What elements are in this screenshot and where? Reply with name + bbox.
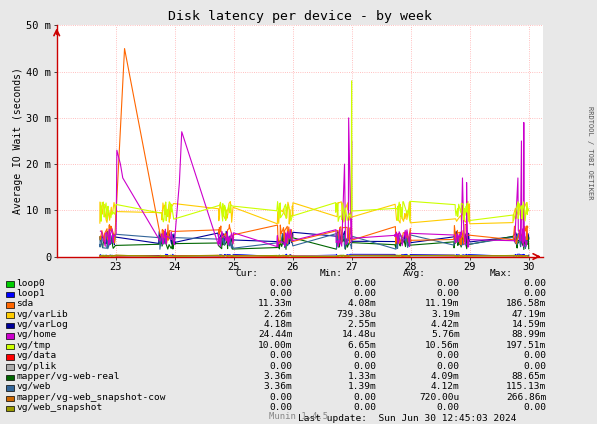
Text: 266.86m: 266.86m — [506, 393, 546, 402]
Text: 3.36m: 3.36m — [264, 372, 293, 381]
Text: vg/varLog: vg/varLog — [16, 320, 68, 329]
Text: 4.18m: 4.18m — [264, 320, 293, 329]
Text: 0.00: 0.00 — [523, 362, 546, 371]
Text: 739.38u: 739.38u — [336, 310, 376, 319]
Text: 6.65m: 6.65m — [347, 341, 376, 350]
Text: 0.00: 0.00 — [353, 351, 376, 360]
Text: 1.33m: 1.33m — [347, 372, 376, 381]
Text: 0.00: 0.00 — [269, 279, 293, 287]
Text: 0.00: 0.00 — [523, 279, 546, 287]
Text: 0.00: 0.00 — [353, 362, 376, 371]
Text: 0.00: 0.00 — [353, 289, 376, 298]
Text: vg/home: vg/home — [16, 330, 56, 340]
Text: 0.00: 0.00 — [436, 362, 460, 371]
Text: 0.00: 0.00 — [353, 393, 376, 402]
Text: vg/data: vg/data — [16, 351, 56, 360]
Text: sda: sda — [16, 299, 33, 308]
Text: 0.00: 0.00 — [269, 403, 293, 412]
Text: 0.00: 0.00 — [523, 403, 546, 412]
Text: 4.09m: 4.09m — [431, 372, 460, 381]
Text: 1.39m: 1.39m — [347, 382, 376, 391]
Text: vg/varLib: vg/varLib — [16, 310, 68, 319]
Text: 0.00: 0.00 — [436, 289, 460, 298]
Text: 2.55m: 2.55m — [347, 320, 376, 329]
Text: vg/tmp: vg/tmp — [16, 341, 51, 350]
Text: vg/web: vg/web — [16, 382, 51, 391]
Text: 47.19m: 47.19m — [512, 310, 546, 319]
Text: 0.00: 0.00 — [523, 289, 546, 298]
Text: 0.00: 0.00 — [436, 279, 460, 287]
Text: Cur:: Cur: — [236, 269, 259, 278]
Text: vg/web_snapshot: vg/web_snapshot — [16, 403, 102, 412]
Text: 10.00m: 10.00m — [258, 341, 293, 350]
Title: Disk latency per device - by week: Disk latency per device - by week — [168, 10, 432, 23]
Text: 0.00: 0.00 — [353, 403, 376, 412]
Text: loop0: loop0 — [16, 279, 45, 287]
Text: 2.26m: 2.26m — [264, 310, 293, 319]
Text: 10.56m: 10.56m — [425, 341, 460, 350]
Text: 115.13m: 115.13m — [506, 382, 546, 391]
Text: 14.59m: 14.59m — [512, 320, 546, 329]
Text: 197.51m: 197.51m — [506, 341, 546, 350]
Text: 11.33m: 11.33m — [258, 299, 293, 308]
Text: Last update:  Sun Jun 30 12:45:03 2024: Last update: Sun Jun 30 12:45:03 2024 — [298, 413, 517, 423]
Text: 720.00u: 720.00u — [420, 393, 460, 402]
Text: 0.00: 0.00 — [269, 351, 293, 360]
Text: mapper/vg-web_snapshot-cow: mapper/vg-web_snapshot-cow — [16, 393, 165, 402]
Text: 11.19m: 11.19m — [425, 299, 460, 308]
Y-axis label: Average IO Wait (seconds): Average IO Wait (seconds) — [13, 67, 23, 215]
Text: Avg:: Avg: — [403, 269, 426, 278]
Text: 0.00: 0.00 — [436, 403, 460, 412]
Text: 4.42m: 4.42m — [431, 320, 460, 329]
Text: 0.00: 0.00 — [523, 351, 546, 360]
Text: loop1: loop1 — [16, 289, 45, 298]
Text: RRDTOOL / TOBI OETIKER: RRDTOOL / TOBI OETIKER — [587, 106, 593, 199]
Text: 4.08m: 4.08m — [347, 299, 376, 308]
Text: 186.58m: 186.58m — [506, 299, 546, 308]
Text: Max:: Max: — [490, 269, 513, 278]
Text: vg/plik: vg/plik — [16, 362, 56, 371]
Text: Munin 1.4.5: Munin 1.4.5 — [269, 412, 328, 421]
Text: 0.00: 0.00 — [269, 362, 293, 371]
Text: 5.76m: 5.76m — [431, 330, 460, 340]
Text: Min:: Min: — [319, 269, 343, 278]
Text: mapper/vg-web-real: mapper/vg-web-real — [16, 372, 119, 381]
Text: 0.00: 0.00 — [353, 279, 376, 287]
Text: 24.44m: 24.44m — [258, 330, 293, 340]
Text: 14.48u: 14.48u — [341, 330, 376, 340]
Text: 4.12m: 4.12m — [431, 382, 460, 391]
Text: 88.99m: 88.99m — [512, 330, 546, 340]
Text: 0.00: 0.00 — [269, 393, 293, 402]
Text: 88.65m: 88.65m — [512, 372, 546, 381]
Text: 0.00: 0.00 — [269, 289, 293, 298]
Text: 3.36m: 3.36m — [264, 382, 293, 391]
Text: 0.00: 0.00 — [436, 351, 460, 360]
Text: 3.19m: 3.19m — [431, 310, 460, 319]
